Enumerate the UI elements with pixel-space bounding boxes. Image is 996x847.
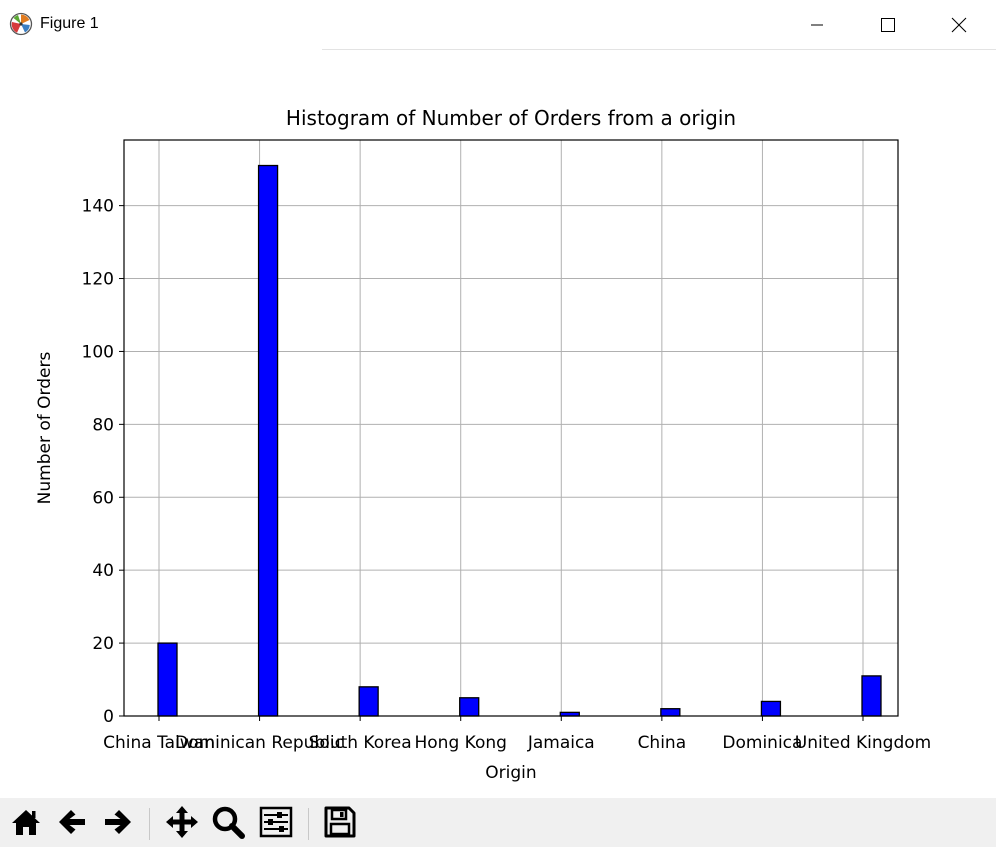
home-button[interactable] [6,804,46,844]
bar [157,642,178,717]
toolbar-separator [149,808,150,840]
toolbar-separator [308,808,309,840]
y-tick-label: 60 [92,488,114,508]
magnifier-icon [211,805,245,843]
x-axis-label: Origin [485,763,536,783]
y-tick-label: 100 [82,342,114,362]
titlebar-divider [322,49,996,50]
bar [660,708,681,717]
zoom-button[interactable] [208,804,248,844]
back-button[interactable] [52,804,92,844]
chart-title: Histogram of Number of Orders from a ori… [286,106,736,130]
arrow-left-icon [56,806,88,842]
y-tick-label: 20 [92,634,114,654]
move-icon [165,805,199,843]
floppy-disk-icon [323,805,357,843]
sliders-icon [259,805,293,843]
maximize-icon [880,17,896,33]
close-button[interactable] [922,0,996,50]
configure-subplots-button[interactable] [256,804,296,844]
x-tick-label: South Korea [309,733,412,753]
bar [358,686,379,717]
x-tick-label: China Taiwan [103,733,215,753]
y-tick-label: 40 [92,561,114,581]
bar [760,700,782,717]
x-tick-label: Jamaica [527,733,595,753]
minimize-button[interactable] [780,0,854,50]
x-tick-label: Dominica [722,733,802,753]
navigation-toolbar [0,798,996,847]
y-axis-label: Number of Orders [35,352,55,505]
window-title: Figure 1 [40,15,99,32]
figure-canvas[interactable]: 0 20 40 60 80 100 120 140 China Taiwan Dominican … [0,50,996,798]
save-button[interactable] [320,804,360,844]
bar [861,675,882,717]
bar [459,697,480,717]
y-tick-label: 120 [82,270,114,290]
forward-button[interactable] [98,804,138,844]
y-tick-label: 140 [82,197,114,217]
bar [257,164,279,717]
maximize-button[interactable] [851,0,925,50]
y-tick-label: 0 [103,707,114,727]
home-icon [10,806,42,842]
pan-button[interactable] [162,804,202,844]
x-tick-label: United Kingdom [795,733,931,753]
x-tick-label: Dominican Republic [175,733,344,753]
close-icon [950,16,968,34]
arrow-right-icon [102,806,134,842]
window-titlebar: Figure 1 [0,0,996,50]
x-tick-label: China [638,733,687,753]
bar-chart: 0 20 40 60 80 100 120 140 China TaiwanDominican … [35,106,931,783]
axes-frame [123,139,899,717]
matplotlib-icon [9,12,33,36]
y-tick-label: 80 [92,415,114,435]
minimize-icon [810,18,824,32]
x-tick-label: Hong Kong [415,733,507,753]
